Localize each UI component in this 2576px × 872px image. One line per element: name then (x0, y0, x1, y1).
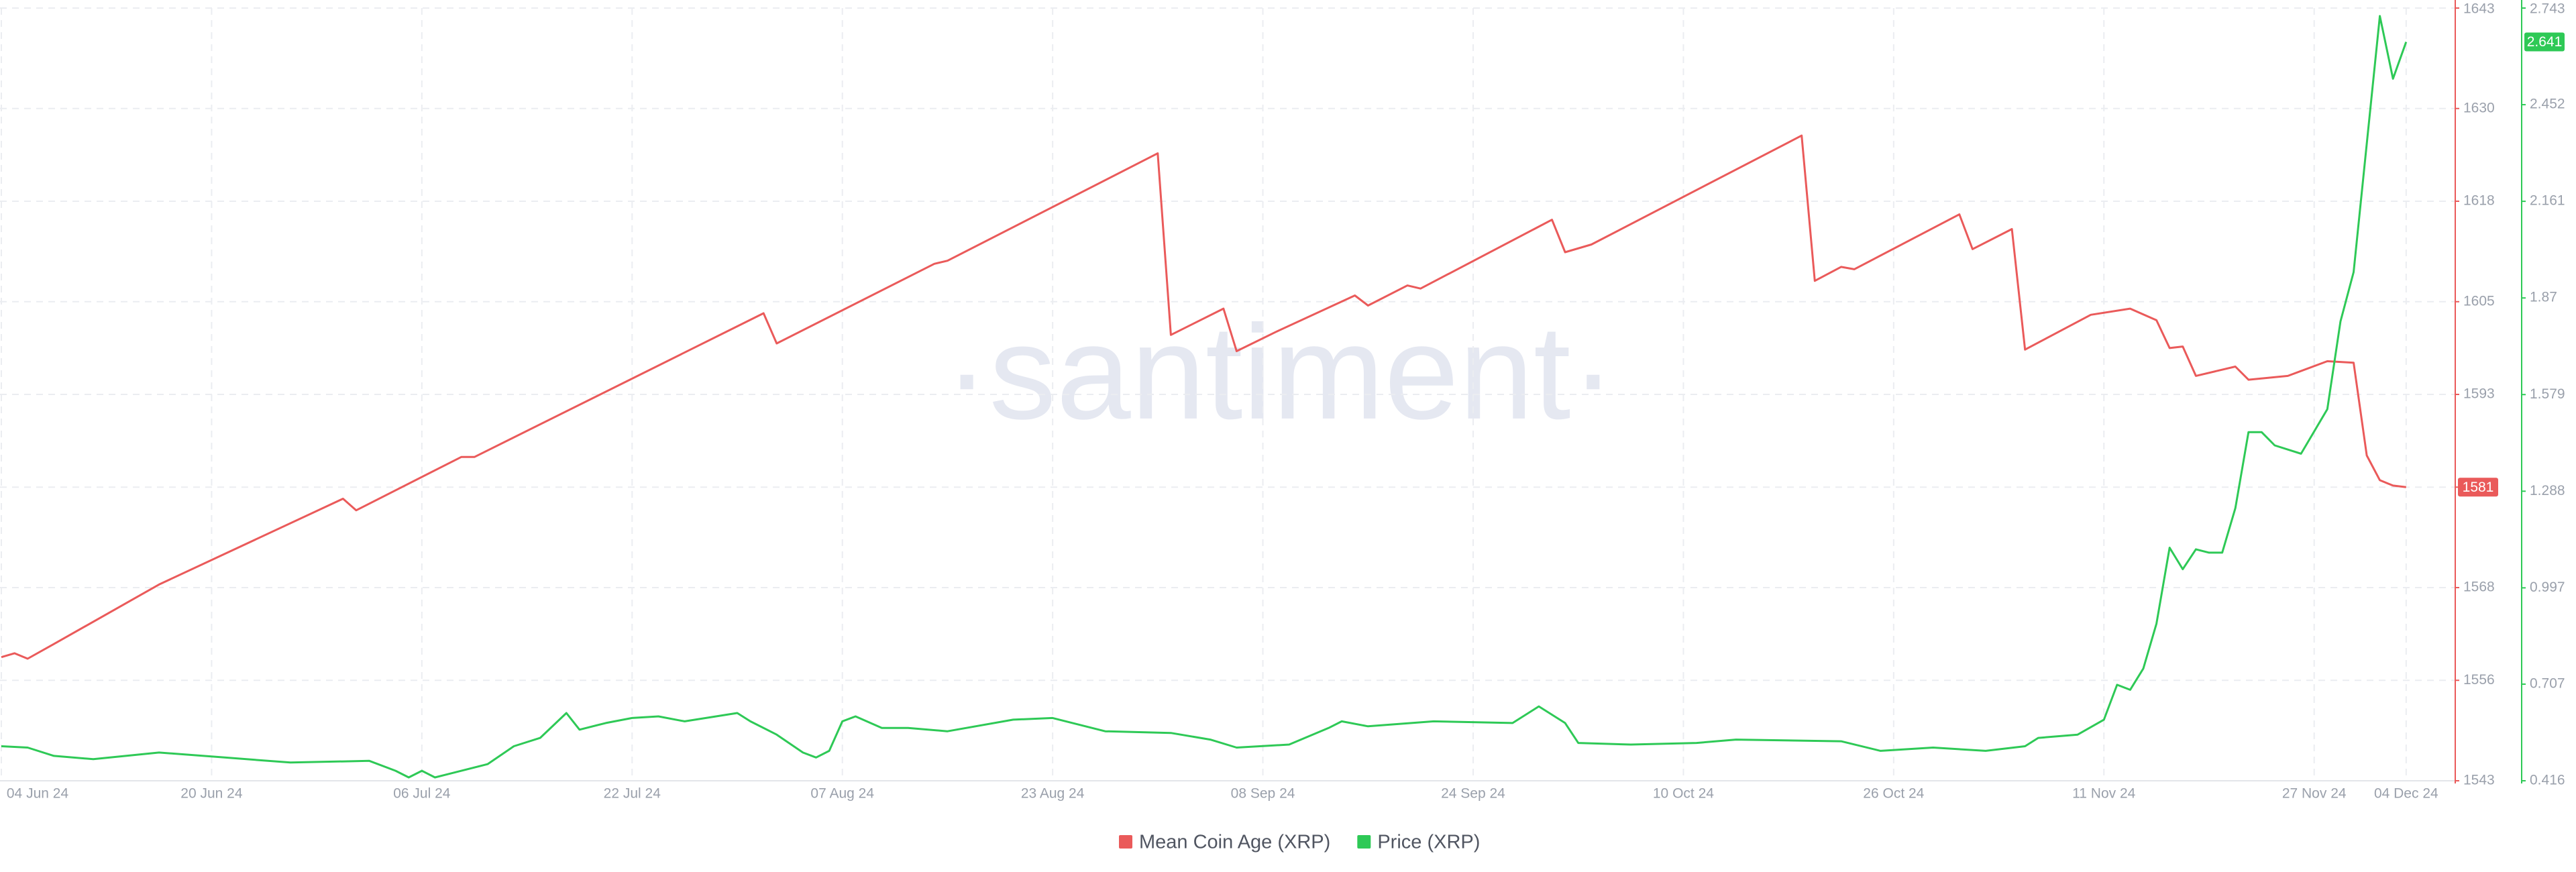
value-badge (2524, 32, 2565, 52)
value-badge-label: 1581 (2463, 480, 2494, 495)
x-tick-label: 04 Jun 24 (7, 786, 69, 802)
legend-label: Mean Coin Age (XRP) (1139, 832, 1330, 853)
x-tick-label: 24 Sep 24 (1441, 786, 1505, 802)
x-tick-label: 04 Dec 24 (2374, 786, 2438, 802)
series-line (1, 15, 2408, 779)
x-tick-label: 26 Oct 24 (1863, 786, 1924, 802)
y-tick-label: 1605 (2463, 293, 2495, 309)
y-tick-label: 1643 (2463, 1, 2495, 17)
y2-tick-label: 2.161 (2530, 193, 2565, 209)
series-line (1, 134, 2406, 660)
y-tick-label: 1543 (2463, 773, 2495, 788)
y2-tick-label: 0.707 (2530, 675, 2565, 691)
y-tick-label: 1593 (2463, 386, 2495, 402)
watermark: ·santiment· (945, 298, 1615, 447)
x-tick-label: 11 Nov 24 (2072, 786, 2135, 802)
y2-tick-label: 0.997 (2530, 580, 2565, 595)
x-tick-label: 20 Jun 24 (180, 786, 243, 802)
x-tick-label: 10 Oct 24 (1653, 786, 1714, 802)
y2-tick-label: 2.743 (2530, 1, 2565, 17)
x-tick-label: 27 Nov 24 (2282, 786, 2347, 802)
x-tick-label: 22 Jul 24 (604, 786, 661, 802)
y2-tick-label: 1.288 (2530, 483, 2565, 498)
y-tick-label: 1618 (2463, 193, 2495, 209)
y2-tick-label: 0.416 (2530, 773, 2565, 788)
legend-swatch (1119, 835, 1132, 849)
legend-swatch (1357, 835, 1371, 849)
value-badge (2458, 478, 2498, 497)
legend-label: Price (XRP) (1377, 832, 1480, 853)
y-tick-label: 1556 (2463, 672, 2495, 688)
y2-tick-label: 2.452 (2530, 97, 2565, 112)
x-tick-label: 23 Aug 24 (1021, 786, 1085, 802)
y-tick-label: 1630 (2463, 100, 2495, 115)
value-badge-label: 2.641 (2527, 34, 2563, 50)
y2-tick-label: 1.87 (2530, 290, 2557, 305)
x-tick-label: 07 Aug 24 (810, 786, 874, 802)
y2-tick-label: 1.579 (2530, 386, 2565, 402)
x-tick-label: 06 Jul 24 (393, 786, 451, 802)
x-tick-label: 08 Sep 24 (1231, 786, 1295, 802)
y-tick-label: 1568 (2463, 580, 2495, 595)
